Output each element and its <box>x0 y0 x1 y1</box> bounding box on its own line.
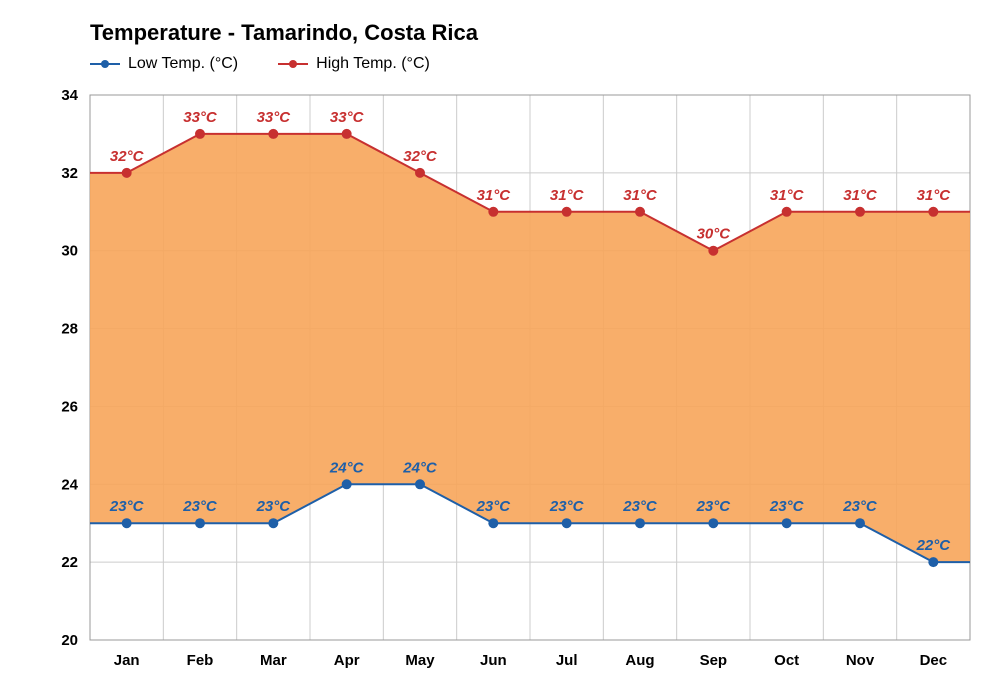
x-tick-label: Apr <box>334 652 360 669</box>
high-temp-label: 31°C <box>843 187 878 204</box>
y-tick-label: 22 <box>61 554 78 571</box>
x-tick-label: Jul <box>556 652 578 669</box>
high-temp-marker <box>122 168 132 178</box>
low-temp-label: 23°C <box>842 498 878 515</box>
high-temp-label: 31°C <box>623 187 658 204</box>
x-tick-label: Mar <box>260 652 287 669</box>
high-temp-marker <box>708 246 718 256</box>
y-tick-label: 32 <box>61 165 78 182</box>
x-tick-label: Oct <box>774 652 799 669</box>
high-temp-marker <box>195 129 205 139</box>
x-tick-label: Aug <box>625 652 654 669</box>
y-tick-label: 34 <box>61 87 78 104</box>
low-temp-label: 24°C <box>402 459 438 476</box>
low-temp-label: 23°C <box>696 498 732 515</box>
y-tick-label: 20 <box>61 632 78 649</box>
high-temp-marker <box>342 129 352 139</box>
low-temp-label: 23°C <box>109 498 145 515</box>
low-temp-marker <box>195 518 205 528</box>
low-temp-label: 23°C <box>256 498 292 515</box>
y-tick-label: 28 <box>61 321 78 338</box>
low-temp-marker <box>268 518 278 528</box>
high-temp-marker <box>928 207 938 217</box>
chart-svg: 20 22 24 26 28 30 32 34 Jan Feb Mar Apr May Jun Jul Aug… <box>0 0 1000 700</box>
high-temp-label: 31°C <box>917 187 952 204</box>
high-temp-label: 33°C <box>257 109 292 126</box>
high-temp-label: 33°C <box>330 109 365 126</box>
high-temp-marker <box>268 129 278 139</box>
temperature-chart: Temperature - Tamarindo, Costa Rica Low … <box>0 0 1000 700</box>
x-tick-label: Nov <box>846 652 875 669</box>
low-temp-marker <box>342 479 352 489</box>
y-tick-label: 26 <box>61 398 78 415</box>
high-temp-label: 33°C <box>183 109 218 126</box>
high-temp-label: 30°C <box>697 226 732 243</box>
low-temp-marker <box>415 479 425 489</box>
low-temp-marker <box>855 518 865 528</box>
low-temp-label: 23°C <box>476 498 512 515</box>
y-tick-label: 30 <box>61 243 78 260</box>
x-tick-label: Dec <box>920 652 948 669</box>
low-temp-marker <box>562 518 572 528</box>
x-tick-label: Jun <box>480 652 507 669</box>
high-temp-marker <box>562 207 572 217</box>
high-temp-label: 31°C <box>477 187 512 204</box>
high-temp-marker <box>855 207 865 217</box>
low-temp-label: 22°C <box>916 537 952 554</box>
low-temp-label: 23°C <box>549 498 585 515</box>
high-temp-label: 31°C <box>550 187 585 204</box>
low-temp-label: 23°C <box>769 498 805 515</box>
x-tick-label: May <box>405 652 435 669</box>
high-temp-marker <box>488 207 498 217</box>
low-temp-marker <box>782 518 792 528</box>
high-temp-marker <box>635 207 645 217</box>
low-temp-marker <box>122 518 132 528</box>
high-temp-marker <box>415 168 425 178</box>
high-temp-marker <box>782 207 792 217</box>
low-temp-label: 23°C <box>182 498 218 515</box>
low-temp-label: 23°C <box>622 498 658 515</box>
high-temp-label: 32°C <box>403 148 438 165</box>
low-temp-marker <box>708 518 718 528</box>
x-tick-label: Sep <box>700 652 728 669</box>
high-temp-label: 31°C <box>770 187 805 204</box>
x-tick-label: Feb <box>187 652 214 669</box>
x-tick-label: Jan <box>114 652 140 669</box>
y-tick-label: 24 <box>61 476 78 493</box>
high-temp-label: 32°C <box>110 148 145 165</box>
low-temp-marker <box>488 518 498 528</box>
low-temp-marker <box>635 518 645 528</box>
low-temp-marker <box>928 557 938 567</box>
low-temp-label: 24°C <box>329 459 365 476</box>
